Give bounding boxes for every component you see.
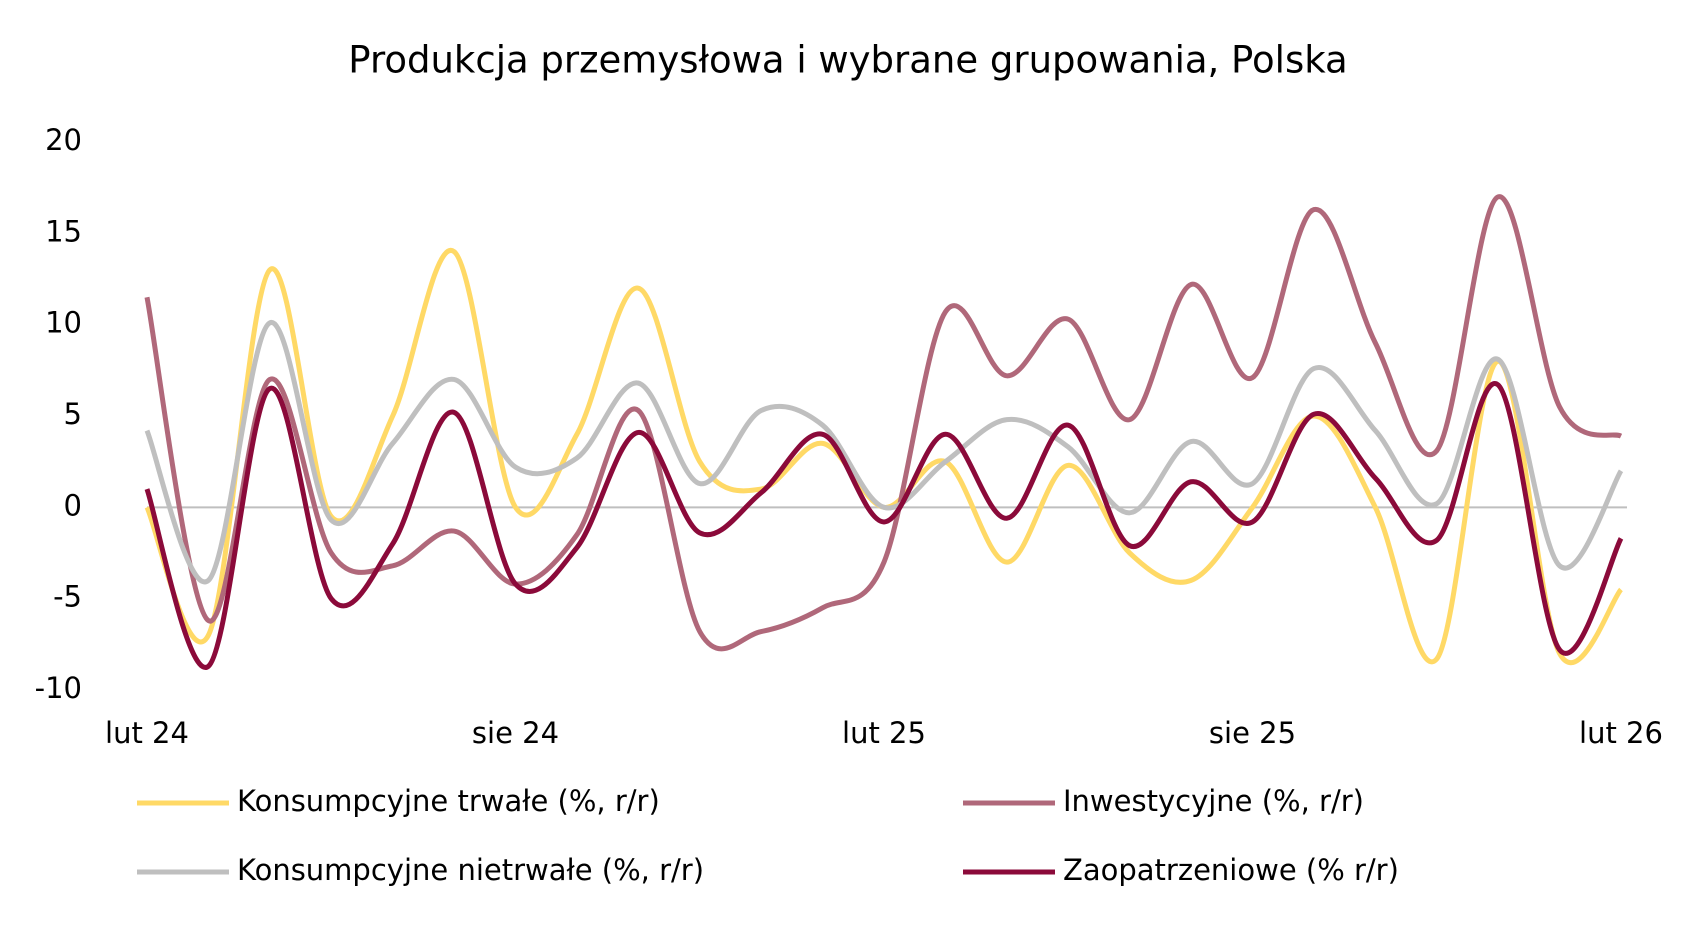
legend-label: Zaopatrzeniowe (% r/r) xyxy=(1063,853,1399,887)
x-tick-label: lut 26 xyxy=(1579,716,1663,750)
x-tick-label: lut 24 xyxy=(105,716,189,750)
x-tick-label: sie 24 xyxy=(472,716,559,750)
legend-label: Inwestycyjne (%, r/r) xyxy=(1063,784,1364,818)
y-tick-label: -10 xyxy=(35,671,82,705)
series-line xyxy=(144,381,1624,670)
series-line xyxy=(144,320,1624,585)
y-tick-label: 0 xyxy=(64,488,82,522)
x-tick-label: sie 25 xyxy=(1209,716,1296,750)
series-line xyxy=(144,194,1623,652)
y-tick-label: 10 xyxy=(45,306,82,340)
y-tick-label: 20 xyxy=(45,123,82,157)
series-line xyxy=(144,247,1624,666)
legend-label: Konsumpcyjne nietrwałe (%, r/r) xyxy=(237,853,704,887)
y-tick-label: -5 xyxy=(53,580,82,614)
y-tick-label: 15 xyxy=(45,214,82,248)
chart-title: Produkcja przemysłowa i wybrane grupowan… xyxy=(348,39,1347,82)
y-tick-label: 5 xyxy=(64,397,82,431)
x-tick-label: lut 25 xyxy=(842,716,926,750)
legend-label: Konsumpcyjne trwałe (%, r/r) xyxy=(237,784,660,818)
